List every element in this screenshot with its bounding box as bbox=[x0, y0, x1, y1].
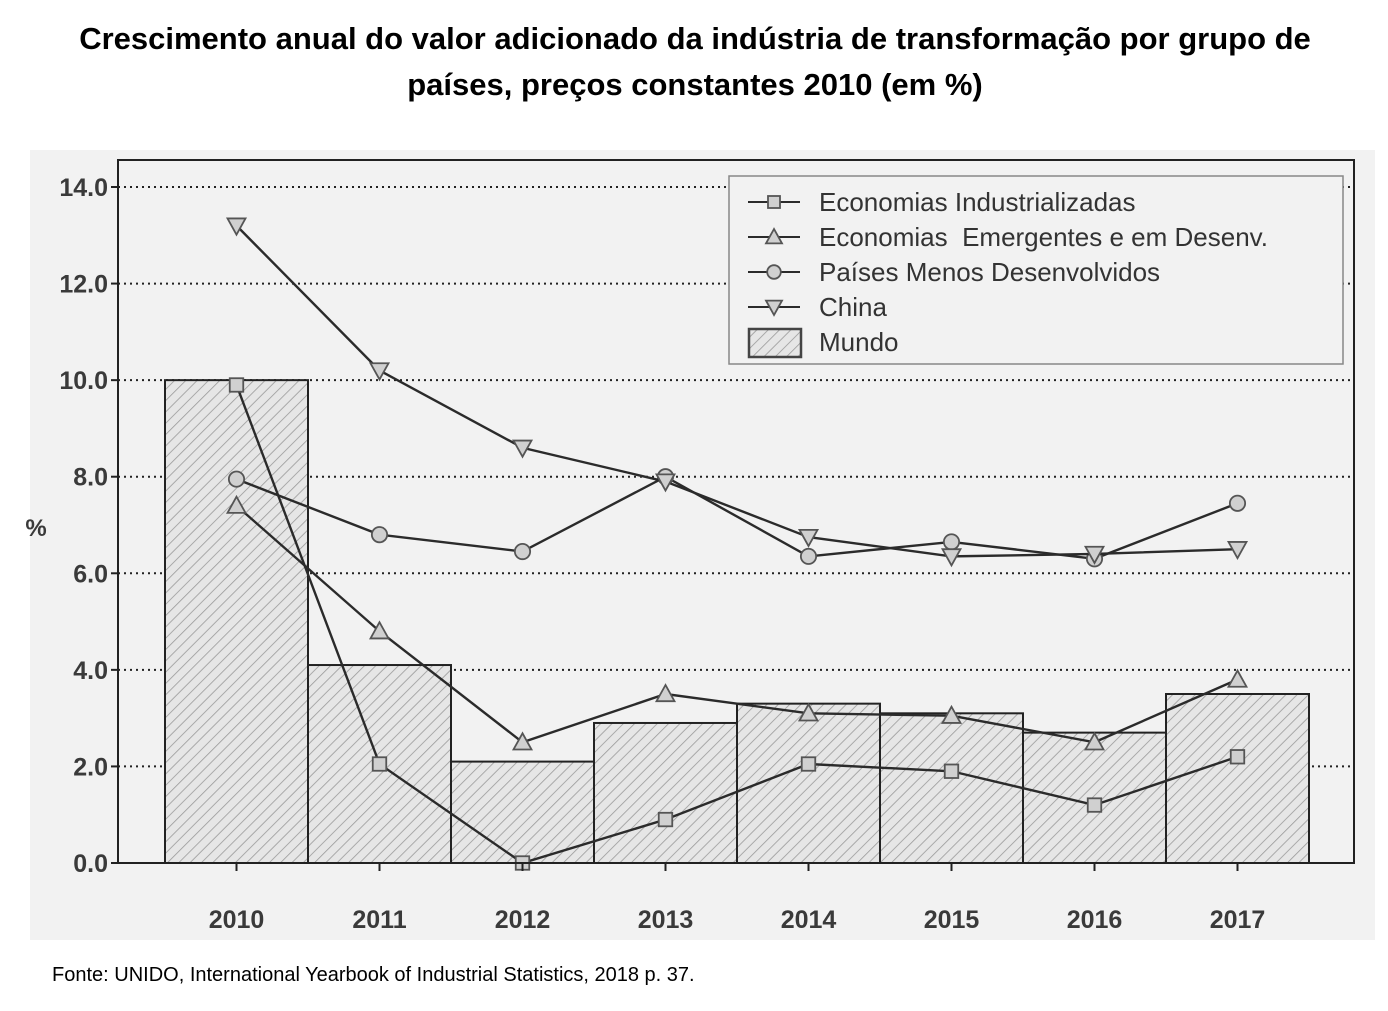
bar-mundo-2010 bbox=[164, 379, 309, 864]
point-1-2015 bbox=[940, 704, 963, 724]
plot-frame bbox=[117, 159, 1355, 864]
series-line-2 bbox=[236, 475, 1238, 561]
point-3-2014 bbox=[797, 528, 820, 548]
x-tick-label: 2013 bbox=[638, 906, 694, 934]
y-tick-label: 6.0 bbox=[73, 560, 108, 588]
chart-title-line-1: Crescimento anual do valor adicionado da… bbox=[79, 21, 1311, 56]
point-0-2015 bbox=[943, 763, 960, 779]
point-2-2010 bbox=[227, 470, 246, 488]
point-2-2015 bbox=[942, 533, 961, 551]
bars-mundo bbox=[164, 379, 1310, 865]
series-line-3 bbox=[235, 224, 1238, 558]
legend-swatch-mundo bbox=[747, 327, 803, 359]
y-tick-label: 4.0 bbox=[73, 657, 108, 685]
y-tick-label: 0.0 bbox=[73, 850, 108, 878]
x-tick-label: 2017 bbox=[1210, 906, 1266, 934]
series-3 bbox=[225, 217, 1249, 568]
legend-marker bbox=[764, 299, 784, 317]
point-3-2013 bbox=[654, 473, 677, 493]
point-2-2011 bbox=[370, 526, 389, 544]
point-0-2013 bbox=[657, 811, 674, 828]
legend-label: China bbox=[819, 292, 887, 322]
legend-label: Economias Emergentes e em Desenv. bbox=[819, 222, 1268, 252]
point-3-2012 bbox=[511, 439, 534, 459]
point-3-2011 bbox=[368, 362, 391, 382]
chart-title-line-2: países, preços constantes 2010 (em %) bbox=[407, 67, 983, 102]
series-0 bbox=[228, 377, 1246, 871]
legend-label: Economias Industrializadas bbox=[819, 187, 1136, 217]
x-tick-label: 2012 bbox=[495, 906, 551, 934]
axes: 0.0 2.0 4.0 6.0 8.0 10.0 12.0 14.0 2010 2011 2012 2… bbox=[59, 174, 1265, 934]
x-tick-label: 2011 bbox=[352, 906, 406, 934]
point-1-2010 bbox=[225, 494, 248, 514]
point-1-2017 bbox=[1226, 668, 1249, 688]
point-2-2012 bbox=[513, 543, 532, 561]
legend-label: Mundo bbox=[819, 327, 899, 357]
series-line-1 bbox=[235, 504, 1238, 744]
point-1-2016 bbox=[1083, 731, 1106, 751]
point-3-2015 bbox=[940, 548, 963, 568]
point-0-2010 bbox=[228, 377, 245, 393]
point-2-2017 bbox=[1228, 494, 1247, 512]
bar-mundo-2015 bbox=[879, 712, 1024, 864]
legend-marker bbox=[767, 195, 781, 209]
point-3-2010 bbox=[225, 217, 248, 237]
legend-box bbox=[728, 175, 1344, 365]
source-note: Fonte: UNIDO, International Yearbook of … bbox=[52, 964, 695, 986]
point-1-2011 bbox=[368, 620, 391, 640]
y-tick-label: 14.0 bbox=[59, 174, 108, 202]
chart-title: Crescimento anual do valor adicionado da… bbox=[20, 16, 1370, 108]
bar-mundo-2012 bbox=[450, 760, 595, 864]
series-line-0 bbox=[235, 384, 1238, 865]
legend-marker bbox=[766, 264, 782, 280]
x-tick-label: 2015 bbox=[924, 906, 980, 934]
x-tick-label: 2014 bbox=[781, 906, 837, 934]
point-0-2016 bbox=[1086, 797, 1103, 813]
y-tick-label: 10.0 bbox=[59, 367, 108, 395]
y-tick-label: 2.0 bbox=[73, 753, 108, 781]
x-tick-label: 2010 bbox=[209, 906, 265, 934]
point-3-2016 bbox=[1083, 545, 1106, 565]
series-lines bbox=[225, 217, 1249, 871]
x-tick-label: 2016 bbox=[1067, 906, 1123, 934]
point-1-2014 bbox=[797, 702, 820, 722]
legend-label: Países Menos Desenvolvidos bbox=[819, 257, 1160, 287]
y-tick-label: 8.0 bbox=[73, 464, 108, 492]
point-2-2014 bbox=[799, 547, 818, 565]
point-3-2017 bbox=[1226, 541, 1249, 560]
point-0-2017 bbox=[1229, 749, 1246, 765]
bar-mundo-2013 bbox=[593, 721, 738, 864]
point-0-2011 bbox=[371, 756, 388, 772]
point-0-2014 bbox=[800, 756, 817, 772]
y-tick-label: 12.0 bbox=[59, 271, 108, 299]
legend: Economias Industrializadas Economias Emer… bbox=[728, 175, 1344, 365]
point-1-2013 bbox=[654, 683, 677, 703]
series-1 bbox=[225, 494, 1249, 751]
legend-marker bbox=[764, 227, 784, 245]
bar-mundo-2017 bbox=[1165, 693, 1310, 864]
y-axis-label: % bbox=[25, 515, 46, 542]
point-1-2012 bbox=[511, 731, 534, 751]
